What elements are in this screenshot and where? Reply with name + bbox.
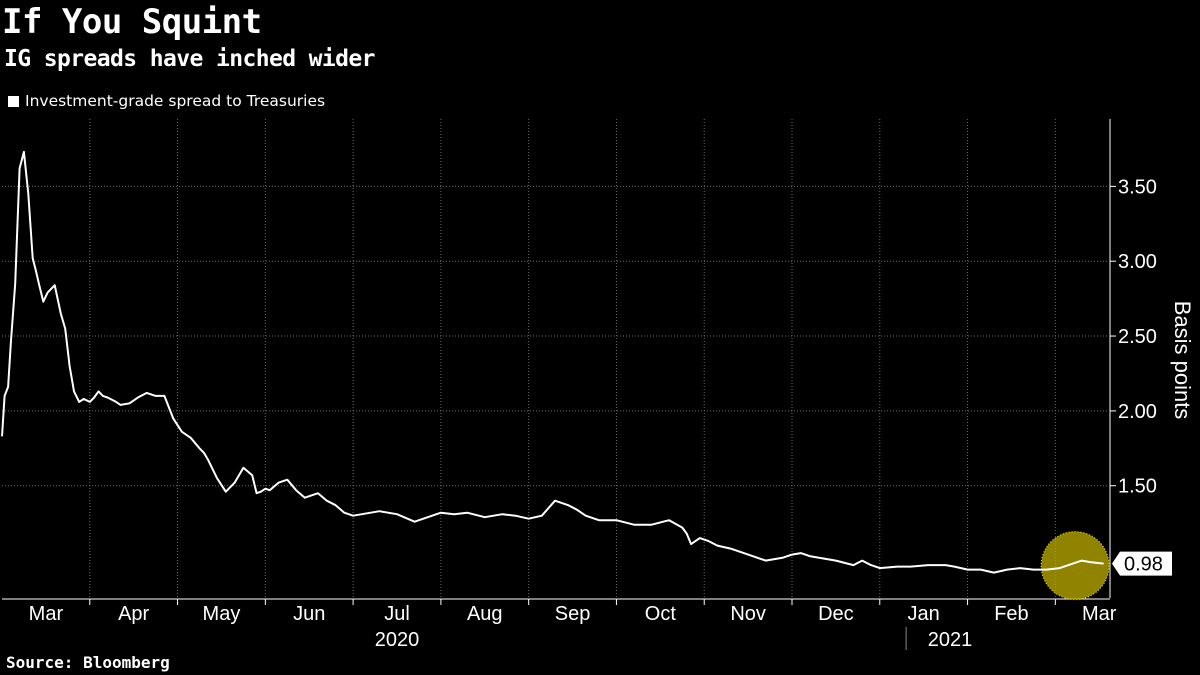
y-tick-label: 2.00 <box>1118 401 1157 423</box>
x-tick-label: Mar <box>1082 603 1117 625</box>
x-tick-label: Mar <box>29 603 64 625</box>
label-layer: 1.50 2.00 2.50 3.00 3.50 Basis points Mar Apr Ma… <box>29 176 1195 651</box>
axes <box>2 119 1116 650</box>
x-tick-label: Feb <box>994 603 1028 625</box>
legend: Investment-grade spread to Treasuries <box>8 90 325 112</box>
y-tick-label: 3.00 <box>1118 251 1157 273</box>
x-tick-label: Dec <box>818 603 854 625</box>
x-tick-label: May <box>203 603 241 625</box>
y-tick-label: 3.50 <box>1118 176 1157 198</box>
year-label: 2020 <box>375 629 420 651</box>
chart-title: If You Squint <box>2 2 262 42</box>
series-layer <box>1 150 1104 574</box>
last-value-label: 0.98 <box>1124 554 1163 576</box>
x-tick-label: Apr <box>118 603 149 625</box>
chart-subtitle: IG spreads have inched wider <box>4 46 376 72</box>
source-note: Source: Bloomberg <box>6 653 170 672</box>
x-tick-label: Jun <box>293 603 325 625</box>
x-tick-label: Jan <box>908 603 940 625</box>
x-tick-label: Sep <box>555 603 591 625</box>
year-label: 2021 <box>928 629 973 651</box>
y-tick-label: 2.50 <box>1118 326 1157 348</box>
last-value-tag <box>1112 551 1172 576</box>
x-tick-label: Aug <box>467 603 503 625</box>
highlight-layer <box>1040 531 1110 601</box>
x-tick-label: Jul <box>384 603 410 625</box>
legend-label: Investment-grade spread to Treasuries <box>25 92 326 110</box>
x-tick-label: Oct <box>645 603 677 625</box>
y-axis-title: Basis points <box>1170 301 1195 420</box>
y-tick-label: 1.50 <box>1118 476 1157 498</box>
series-line <box>1 150 1104 574</box>
grid-lines <box>2 119 1108 598</box>
x-tick-label: Nov <box>730 603 766 625</box>
legend-swatch-icon <box>8 95 19 107</box>
highlight-circle <box>1040 531 1110 601</box>
